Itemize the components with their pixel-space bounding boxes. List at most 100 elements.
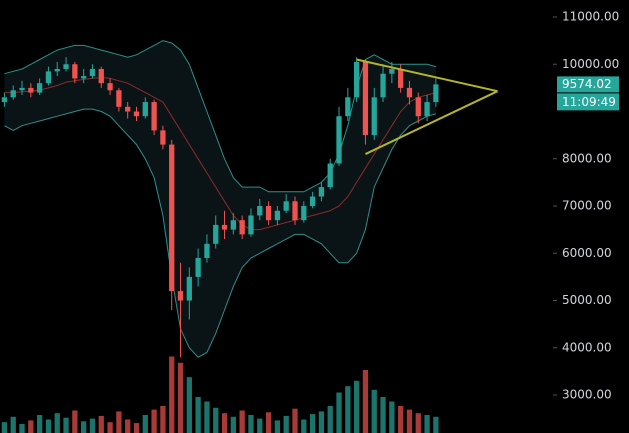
volume-bar bbox=[309, 414, 316, 433]
candle-body bbox=[89, 68, 96, 77]
volume-bar bbox=[327, 406, 333, 433]
volume-bar bbox=[389, 401, 395, 433]
volume-bar bbox=[380, 397, 386, 433]
volume-bar bbox=[283, 415, 289, 433]
volume-bar bbox=[318, 411, 325, 433]
volume-bar bbox=[221, 413, 228, 433]
trendline bbox=[356, 58, 498, 93]
price-badge-label: 9574.02 bbox=[562, 77, 612, 91]
candle-body bbox=[362, 61, 369, 136]
volume-bar bbox=[265, 412, 272, 433]
volume-bar bbox=[415, 413, 421, 433]
y-tick-label: 8000.00 bbox=[562, 151, 612, 165]
volume-bar bbox=[19, 424, 25, 433]
candle-body bbox=[107, 83, 113, 91]
volume-bar bbox=[204, 401, 210, 433]
candle-body bbox=[177, 291, 184, 301]
volume-bar bbox=[195, 397, 201, 433]
countdown-label: 11:09:49 bbox=[562, 95, 616, 109]
candle-body bbox=[151, 102, 157, 131]
candle-body bbox=[19, 87, 25, 91]
volume-bar bbox=[63, 417, 69, 433]
band-fill bbox=[4, 40, 436, 358]
volume-bar bbox=[142, 415, 148, 433]
volume-bar bbox=[36, 415, 43, 433]
volume-bar bbox=[160, 406, 166, 433]
y-tick-label: 10000.00 bbox=[562, 57, 619, 71]
price-badge bbox=[557, 76, 619, 93]
volume-bar bbox=[301, 419, 307, 433]
candle-body bbox=[309, 196, 316, 207]
candle-body bbox=[81, 76, 87, 79]
volume-bar bbox=[424, 415, 430, 433]
volume-bar bbox=[345, 386, 351, 433]
candle-body bbox=[204, 243, 210, 258]
volume-bar bbox=[336, 392, 342, 433]
volume-bar bbox=[81, 421, 87, 433]
candle-body bbox=[301, 206, 307, 221]
volume-bar bbox=[274, 420, 281, 433]
candle-body bbox=[133, 111, 140, 117]
candle-body bbox=[257, 206, 263, 216]
volume-bar bbox=[292, 408, 298, 433]
volume-bar bbox=[230, 416, 236, 433]
volume-bar bbox=[107, 422, 113, 433]
band-middle bbox=[4, 76, 437, 231]
candle-body bbox=[28, 87, 34, 93]
candle-body bbox=[45, 71, 52, 84]
volume-bar bbox=[433, 416, 439, 433]
band-lower bbox=[4, 108, 437, 358]
volume-bar bbox=[371, 389, 377, 433]
candle-body bbox=[142, 102, 148, 117]
candle-body bbox=[36, 83, 43, 93]
candle-body bbox=[63, 64, 69, 69]
y-tick-label: 7000.00 bbox=[562, 199, 612, 213]
candle-body bbox=[406, 87, 413, 98]
candle-body bbox=[98, 68, 104, 84]
volume-bar bbox=[10, 416, 16, 433]
volume-bar bbox=[213, 407, 219, 433]
volume-bar bbox=[257, 418, 263, 433]
volume-bar bbox=[125, 419, 131, 433]
candle-body bbox=[433, 84, 439, 103]
volume-bar bbox=[98, 415, 104, 433]
candle-body bbox=[116, 90, 122, 107]
candle-body bbox=[336, 116, 342, 164]
candle-body bbox=[221, 224, 228, 230]
candle-body bbox=[292, 201, 298, 221]
candle-body bbox=[345, 97, 351, 117]
candle-body bbox=[195, 257, 201, 277]
volume-bar bbox=[89, 418, 96, 433]
candle-body bbox=[169, 144, 175, 292]
volume-bar bbox=[248, 415, 254, 433]
countdown-badge bbox=[557, 93, 619, 111]
volume-bar bbox=[177, 362, 184, 433]
candle-body bbox=[239, 220, 245, 235]
candle-body bbox=[389, 68, 395, 74]
volume-bar bbox=[398, 406, 404, 433]
trendline bbox=[365, 90, 498, 155]
candle-body bbox=[160, 130, 166, 145]
volume-bar bbox=[362, 370, 369, 433]
candle-body bbox=[10, 90, 16, 98]
volume-bar bbox=[1, 422, 8, 433]
candle-body bbox=[353, 61, 360, 98]
y-tick-label: 6000.00 bbox=[562, 246, 612, 260]
volume-bar bbox=[169, 356, 175, 433]
y-tick-label: 5000.00 bbox=[562, 293, 612, 307]
candle-body bbox=[424, 102, 430, 117]
volume-bar bbox=[45, 419, 52, 433]
volume-bar bbox=[116, 411, 122, 433]
candle-body bbox=[125, 106, 131, 112]
y-tick-label: 4000.00 bbox=[562, 340, 612, 354]
candle-body bbox=[54, 68, 60, 72]
candle-body bbox=[283, 201, 289, 211]
candle-body bbox=[415, 97, 421, 117]
volume-bar bbox=[72, 410, 78, 433]
volume-bar bbox=[239, 410, 245, 433]
volume-bar bbox=[151, 409, 157, 433]
candle-body bbox=[186, 276, 192, 301]
candle-body bbox=[230, 220, 236, 230]
